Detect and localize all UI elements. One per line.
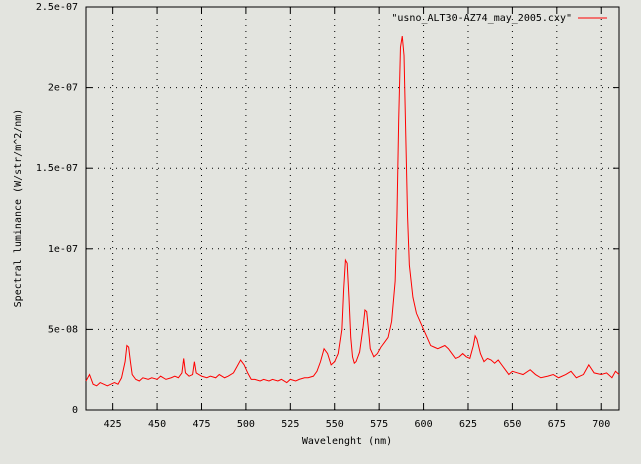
x-axis-label: Wavelenght (nm) (302, 436, 392, 447)
y-tick-label: 2e-07 (48, 83, 78, 94)
y-tick-label: 0 (72, 405, 78, 416)
y-tick-label: 2.5e-07 (36, 2, 78, 13)
x-tick-label: 675 (548, 419, 566, 430)
x-tick-label: 550 (326, 419, 344, 430)
x-tick-label: 700 (592, 419, 610, 430)
plot-frame (85, 6, 620, 411)
y-tick-label: 5e-08 (48, 324, 78, 335)
x-tick-label: 575 (370, 419, 388, 430)
x-tick-label: 625 (459, 419, 477, 430)
x-tick-label: 600 (415, 419, 433, 430)
y-tick-label: 1e-07 (48, 244, 78, 255)
y-tick-label: 1.5e-07 (36, 163, 78, 174)
x-tick-label: 525 (281, 419, 299, 430)
spectrum-line (85, 35, 620, 387)
x-tick-label: 500 (237, 419, 255, 430)
x-tick-label: 450 (148, 419, 166, 430)
y-axis-label: Spectral luminance (W/str/m^2/nm) (13, 109, 24, 308)
legend-label: "usno_ALT30-AZ74_may_2005.cxy" (391, 13, 572, 24)
x-tick-label: 475 (192, 419, 210, 430)
x-tick-label: 650 (503, 419, 521, 430)
x-tick-label: 425 (104, 419, 122, 430)
